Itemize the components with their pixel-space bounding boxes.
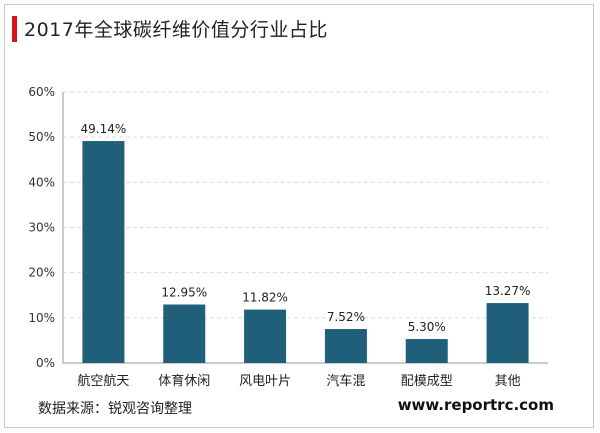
x-tick-label: 汽车混 xyxy=(326,373,365,389)
bar xyxy=(244,309,287,363)
x-tick-label: 风电叶片 xyxy=(239,374,291,389)
x-tick-label: 配模成型 xyxy=(401,374,453,389)
y-tick-label: 10% xyxy=(28,311,55,325)
data-label: 13.27% xyxy=(485,284,531,298)
y-tick-label: 40% xyxy=(28,175,55,189)
y-tick-label: 0% xyxy=(36,356,55,370)
title-accent-bar xyxy=(12,16,17,42)
data-label: 11.82% xyxy=(242,291,288,305)
bar xyxy=(324,329,367,363)
y-tick-label: 30% xyxy=(28,221,55,235)
data-label: 5.30% xyxy=(408,320,446,334)
y-tick-label: 20% xyxy=(28,266,55,280)
bar xyxy=(405,339,448,363)
data-label: 7.52% xyxy=(327,310,365,324)
x-tick-label: 航空航天 xyxy=(77,373,129,389)
x-tick-label: 其他 xyxy=(495,374,521,389)
chart-title: 2017年全球碳纤维价值分行业占比 xyxy=(24,19,328,41)
y-tick-label: 60% xyxy=(28,85,55,99)
x-tick-label: 体育休闲 xyxy=(158,373,210,389)
bar xyxy=(82,141,125,363)
data-label: 49.14% xyxy=(81,122,127,136)
data-label: 12.95% xyxy=(161,286,207,300)
bar xyxy=(163,304,206,363)
y-tick-label: 50% xyxy=(28,130,55,144)
data-source: 数据来源：锐观咨询整理 xyxy=(38,401,192,417)
bar xyxy=(486,303,529,363)
website-link[interactable]: www.reportrc.com xyxy=(397,396,554,414)
